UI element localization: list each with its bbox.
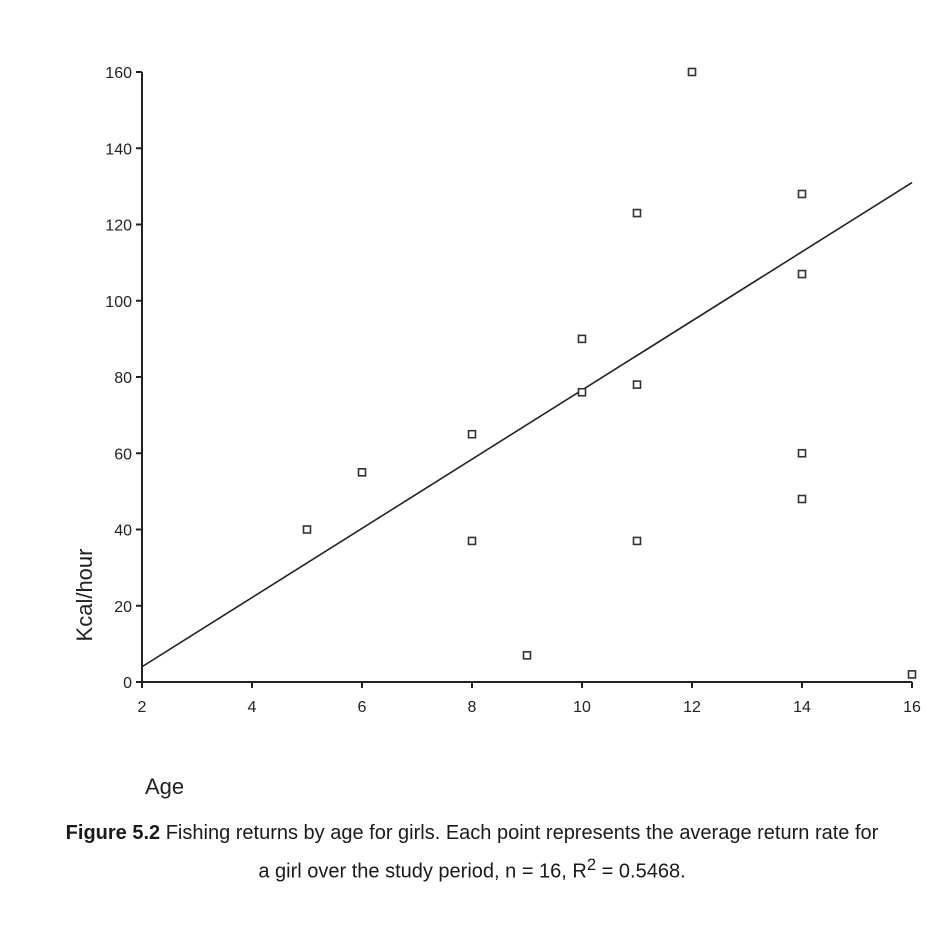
trendline bbox=[141, 181, 913, 668]
data-point bbox=[797, 189, 807, 199]
data-point bbox=[632, 380, 642, 389]
x-tick-label: 6 bbox=[358, 699, 367, 716]
x-tick-label: 10 bbox=[573, 699, 591, 716]
figure-label: Figure 5.2 bbox=[65, 822, 161, 844]
x-tick-label: 8 bbox=[468, 699, 477, 716]
x-tick-label: 4 bbox=[248, 699, 257, 716]
x-axis-ticks: 2 4 6 8 10 12 14 16 bbox=[138, 682, 921, 716]
y-tick-label: 0 bbox=[123, 675, 132, 692]
x-tick-label: 16 bbox=[903, 699, 921, 716]
x-tick-label: 14 bbox=[793, 699, 811, 716]
caption-superscript: 2 bbox=[586, 855, 597, 874]
data-point bbox=[687, 67, 697, 77]
y-tick-label: 120 bbox=[105, 218, 132, 235]
data-points bbox=[302, 67, 917, 679]
x-tick-label: 12 bbox=[683, 699, 701, 716]
y-tick-label: 160 bbox=[105, 65, 132, 82]
data-point bbox=[632, 536, 642, 546]
data-point bbox=[797, 269, 807, 279]
y-tick-label: 40 bbox=[114, 523, 132, 540]
y-tick-label: 100 bbox=[105, 294, 132, 311]
caption-text: Fishing returns by age for girls. Each p… bbox=[165, 822, 879, 883]
y-tick-label: 60 bbox=[114, 446, 132, 463]
x-tick-label: 2 bbox=[138, 699, 147, 716]
axes bbox=[141, 72, 912, 683]
data-point bbox=[797, 448, 807, 458]
y-tick-label: 80 bbox=[114, 370, 132, 387]
y-axis-title: Kcal/hour bbox=[72, 549, 97, 642]
figure-caption: Figure 5.2 Fishing returns by age for gi… bbox=[60, 818, 884, 888]
y-tick-label: 20 bbox=[114, 599, 132, 616]
data-point bbox=[632, 208, 642, 218]
data-point bbox=[467, 429, 477, 439]
x-axis-title: Age bbox=[145, 774, 184, 799]
data-point bbox=[467, 536, 477, 546]
data-point bbox=[577, 387, 587, 397]
data-point bbox=[907, 670, 917, 679]
scatter-plot: 2 4 6 8 10 12 14 16 0 20 40 60 80 100 120 140 160 Kcal/… bbox=[72, 65, 921, 799]
data-point bbox=[577, 334, 587, 344]
data-point bbox=[302, 525, 312, 534]
data-point bbox=[797, 494, 807, 504]
y-axis-ticks: 0 20 40 60 80 100 120 140 160 bbox=[105, 65, 142, 692]
data-point bbox=[522, 651, 532, 660]
data-point bbox=[357, 468, 367, 477]
y-tick-label: 140 bbox=[105, 141, 132, 158]
caption-text-end: = 0.5468. bbox=[596, 860, 686, 883]
trendline-group bbox=[141, 181, 913, 668]
